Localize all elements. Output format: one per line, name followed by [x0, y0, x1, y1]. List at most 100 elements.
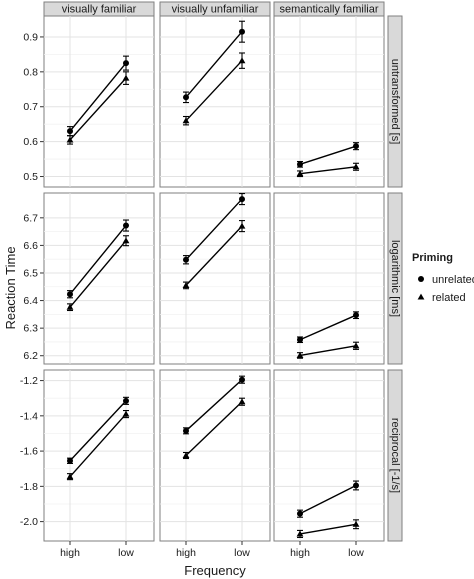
point-related [122, 410, 130, 417]
panel-background [273, 369, 385, 542]
legend-entry-label: related [432, 292, 466, 304]
row-strip-label: untransformed [s] [389, 59, 401, 145]
point-related [182, 452, 190, 459]
legend-key-related [417, 293, 425, 300]
facet-panel [43, 192, 155, 365]
y-tick-label: 0.8 [23, 66, 38, 78]
panel-background [43, 369, 155, 542]
column-strip-label: semantically familiar [279, 4, 378, 16]
x-axis-title: Frequency [184, 563, 246, 578]
point-related [352, 163, 360, 170]
y-tick-label: 6.4 [23, 295, 38, 307]
point-unrelated [123, 60, 129, 67]
labels-layer: Frequency Reaction Time Priming [3, 246, 453, 578]
point-unrelated [183, 256, 189, 263]
y-tick-label: 6.5 [23, 267, 38, 279]
point-unrelated [67, 128, 73, 135]
point-unrelated [67, 291, 73, 298]
point-related [122, 74, 130, 81]
series-line-related [185, 401, 243, 457]
facet-panel [159, 369, 271, 542]
series-line-unrelated [69, 400, 127, 462]
y-tick-label: 6.6 [23, 240, 38, 252]
row-strip [387, 15, 403, 188]
facet-panel [273, 15, 385, 188]
y-tick-label: -1.6 [20, 446, 38, 458]
point-unrelated [353, 482, 359, 489]
point-related [122, 237, 130, 244]
series-line-related [299, 523, 357, 535]
series-line-unrelated [69, 225, 127, 295]
row-strip [387, 369, 403, 542]
point-related [182, 117, 190, 124]
legend: unrelated related [417, 274, 474, 304]
point-unrelated [239, 376, 245, 383]
series-line-related [299, 345, 357, 357]
panel-background [273, 15, 385, 188]
series-line-unrelated [185, 379, 243, 432]
facet-panel [159, 192, 271, 365]
x-tick-label: high [176, 547, 196, 559]
legend-entry-label: unrelated [432, 274, 474, 286]
series-line-related [185, 225, 243, 286]
facet-panel [273, 369, 385, 542]
x-tick-label: high [290, 547, 310, 559]
point-unrelated [353, 312, 359, 319]
series-line-unrelated [185, 198, 243, 261]
point-unrelated [123, 222, 129, 229]
legend-key-unrelated [418, 276, 424, 282]
point-related [352, 520, 360, 527]
row-strip [387, 192, 403, 365]
point-unrelated [297, 336, 303, 343]
y-tick-label: 6.2 [23, 350, 38, 362]
x-tick-label: low [348, 547, 364, 559]
panel-background [43, 15, 155, 188]
y-tick-label: -1.8 [20, 481, 38, 493]
point-related [182, 281, 190, 288]
y-tick-label: 0.9 [23, 31, 38, 43]
point-related [238, 398, 246, 405]
row-strip-label: logarithmic [ms] [389, 240, 401, 317]
y-tick-label: 0.7 [23, 101, 38, 113]
y-axis-title: Reaction Time [3, 246, 18, 329]
x-tick-label: low [234, 547, 250, 559]
panel-background [159, 369, 271, 542]
series-line-related [299, 166, 357, 175]
facet-panel [43, 369, 155, 542]
point-unrelated [67, 457, 73, 464]
point-unrelated [353, 143, 359, 150]
point-unrelated [183, 427, 189, 434]
row-strip-label: reciprocal [-1/s] [389, 418, 401, 493]
series-line-unrelated [299, 484, 357, 515]
column-strip-label: visually familiar [62, 4, 137, 16]
facet-panel [273, 192, 385, 365]
facet-panel [43, 15, 155, 188]
panel-background [273, 192, 385, 365]
series-line-unrelated [185, 31, 243, 98]
legend-title: Priming [412, 252, 453, 264]
point-related [66, 473, 74, 480]
point-unrelated [183, 94, 189, 101]
y-tick-label: -2.0 [20, 516, 38, 528]
series-line-unrelated [299, 314, 357, 341]
point-related [238, 57, 246, 64]
panel-background [43, 192, 155, 365]
point-unrelated [123, 397, 129, 404]
y-tick-label: -1.4 [20, 410, 38, 422]
point-related [296, 530, 304, 537]
series-line-related [69, 240, 127, 308]
y-tick-label: -1.2 [20, 375, 38, 387]
x-tick-label: low [118, 547, 134, 559]
y-tick-label: 6.3 [23, 323, 38, 335]
x-tick-label: high [60, 547, 80, 559]
y-tick-label: 6.7 [23, 212, 38, 224]
point-related [296, 170, 304, 177]
series-line-related [185, 60, 243, 122]
facet-panel [159, 15, 271, 188]
point-related [238, 222, 246, 229]
panel-background [159, 192, 271, 365]
point-related [352, 342, 360, 349]
y-tick-label: 0.5 [23, 171, 38, 183]
point-related [66, 303, 74, 310]
series-line-related [69, 413, 127, 478]
